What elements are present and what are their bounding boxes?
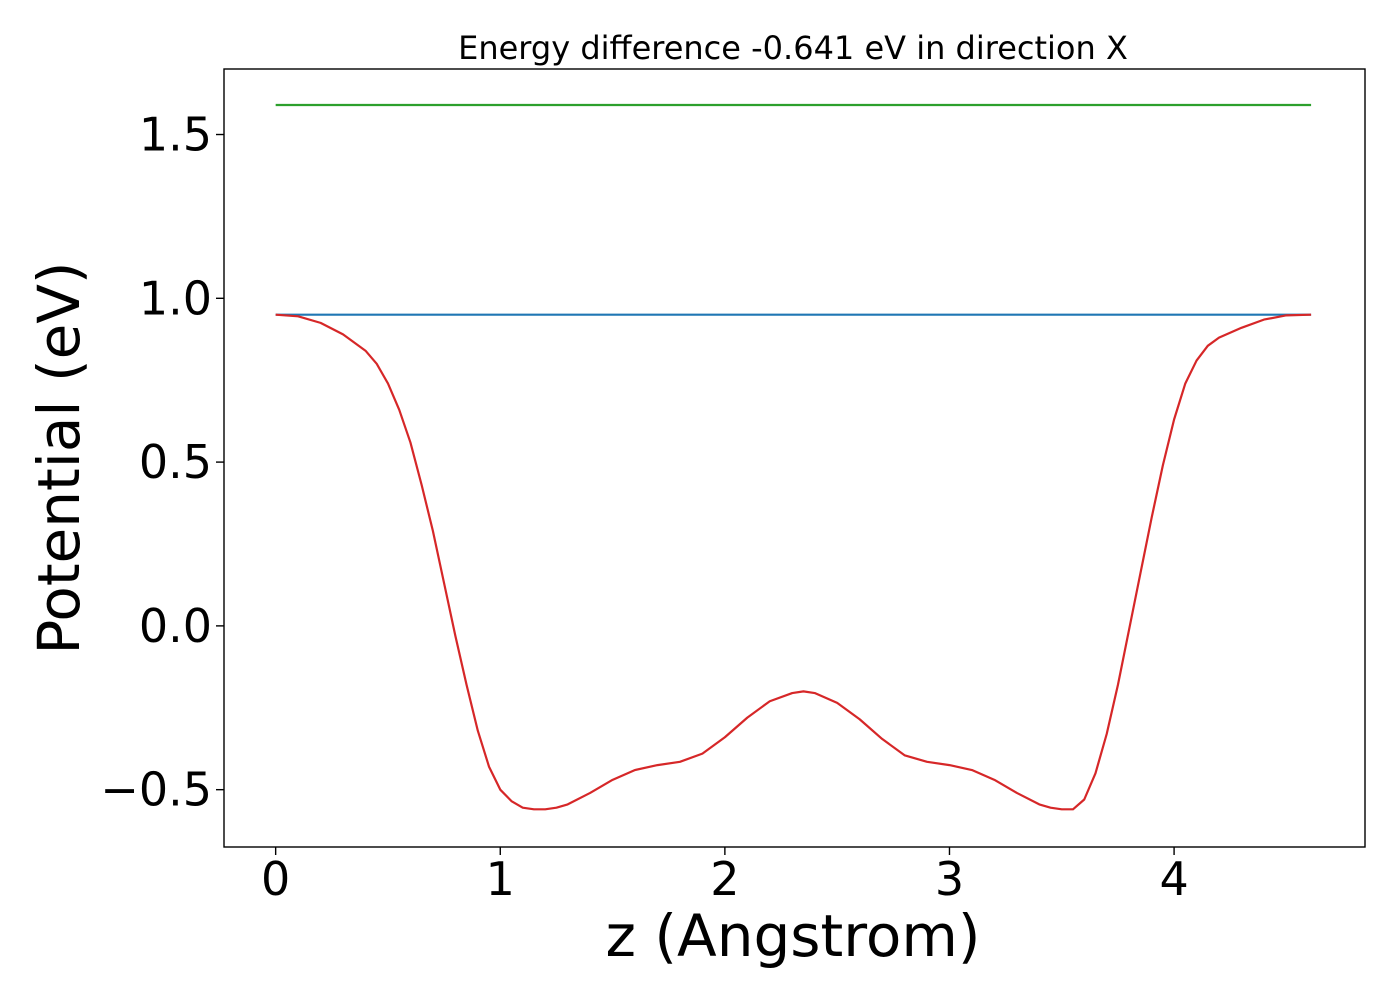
chart-title: Energy difference -0.641 eV in direction… [458, 29, 1128, 67]
y-tick-label: 0.0 [139, 599, 212, 653]
y-tick-label: −0.5 [100, 763, 212, 817]
x-tick-label: 2 [710, 852, 739, 906]
plot-area [275, 103, 1312, 811]
x-tick-label: 3 [935, 852, 964, 906]
x-tick-label: 1 [486, 852, 515, 906]
y-tick-label: 0.5 [139, 435, 212, 489]
x-tick-label: 4 [1159, 852, 1188, 906]
y-tick-label: 1.0 [139, 271, 212, 325]
x-tick-label: 0 [261, 852, 290, 906]
series-line-0 [275, 313, 1312, 811]
y-axis-label: Potential (eV) [25, 261, 93, 654]
x-axis-ticks: 0 1 2 3 4 [261, 847, 1189, 906]
y-axis-ticks: −0.5 0.0 0.5 1.0 1.5 [100, 108, 224, 817]
y-tick-label: 1.5 [139, 108, 212, 162]
plot-frame [223, 68, 1366, 848]
x-axis-label: z (Angstrom) [606, 902, 981, 970]
